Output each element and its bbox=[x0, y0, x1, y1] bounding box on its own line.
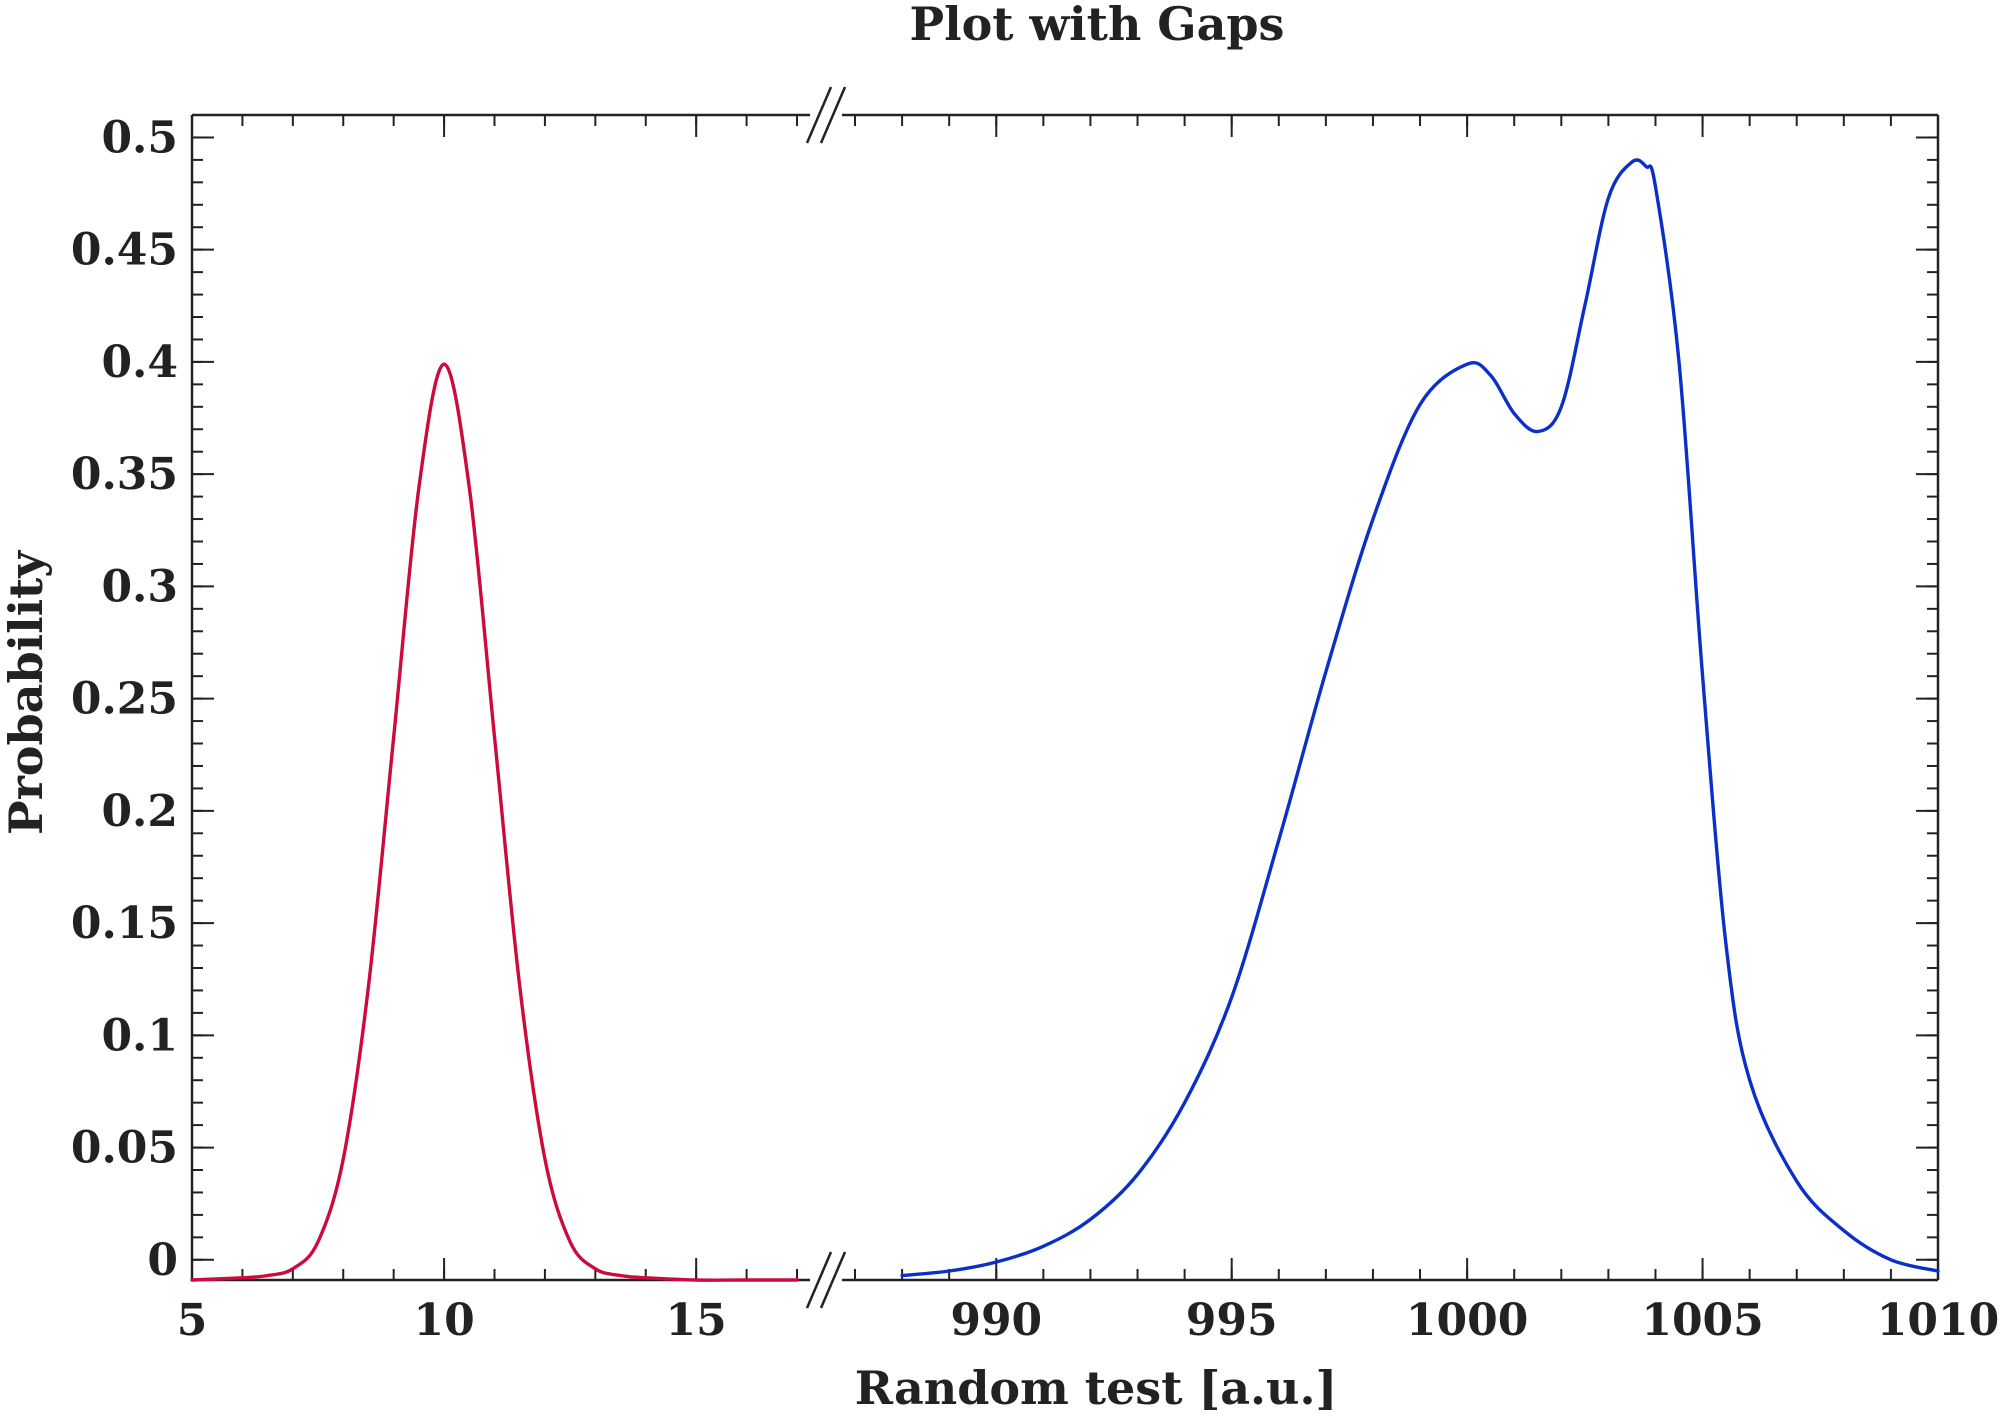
x-tick-label: 1010 bbox=[1877, 1295, 1999, 1346]
x-tick-label: 5 bbox=[177, 1295, 208, 1346]
plot-frame bbox=[190, 113, 1940, 1282]
y-tick-label: 0 bbox=[147, 1235, 178, 1286]
y-tick-label: 0.1 bbox=[101, 1010, 178, 1061]
x-tick-label: 1000 bbox=[1406, 1295, 1528, 1346]
x-tick-label: 995 bbox=[1186, 1295, 1278, 1346]
x-tick-label: 15 bbox=[666, 1295, 727, 1346]
y-tick-label: 0.2 bbox=[101, 786, 178, 837]
y-tick-label: 0.45 bbox=[71, 225, 178, 276]
y-tick-label: 0.35 bbox=[71, 449, 178, 500]
data-curves bbox=[190, 158, 1940, 1282]
chart-title: Plot with Gaps bbox=[910, 0, 1285, 51]
break-bottom-1 bbox=[819, 1251, 847, 1309]
y-tick-label: 0.5 bbox=[101, 112, 178, 163]
break-bottom-0 bbox=[805, 1251, 833, 1309]
y-tick-label: 0.05 bbox=[71, 1123, 178, 1174]
x-tick-label: 990 bbox=[950, 1295, 1042, 1346]
x-axis-label: Random test [a.u.] bbox=[855, 1361, 1338, 1415]
series-line-1 bbox=[190, 362, 799, 1282]
y-tick-label: 0.3 bbox=[101, 561, 178, 612]
y-tick-label: 0.4 bbox=[101, 337, 178, 388]
break-top-0 bbox=[805, 86, 833, 144]
axis-ticks: 00.050.10.150.20.250.30.350.40.450.55 10 1… bbox=[71, 112, 1999, 1346]
y-tick-label: 0.25 bbox=[71, 674, 178, 725]
series-line-2 bbox=[900, 158, 1940, 1278]
y-tick-label: 0.15 bbox=[71, 898, 178, 949]
x-tick-label: 10 bbox=[413, 1295, 474, 1346]
axis-break-markers bbox=[805, 86, 847, 1309]
y-axis-label: Probability bbox=[0, 550, 53, 835]
x-tick-label: 1005 bbox=[1641, 1295, 1763, 1346]
break-top-1 bbox=[819, 86, 847, 144]
